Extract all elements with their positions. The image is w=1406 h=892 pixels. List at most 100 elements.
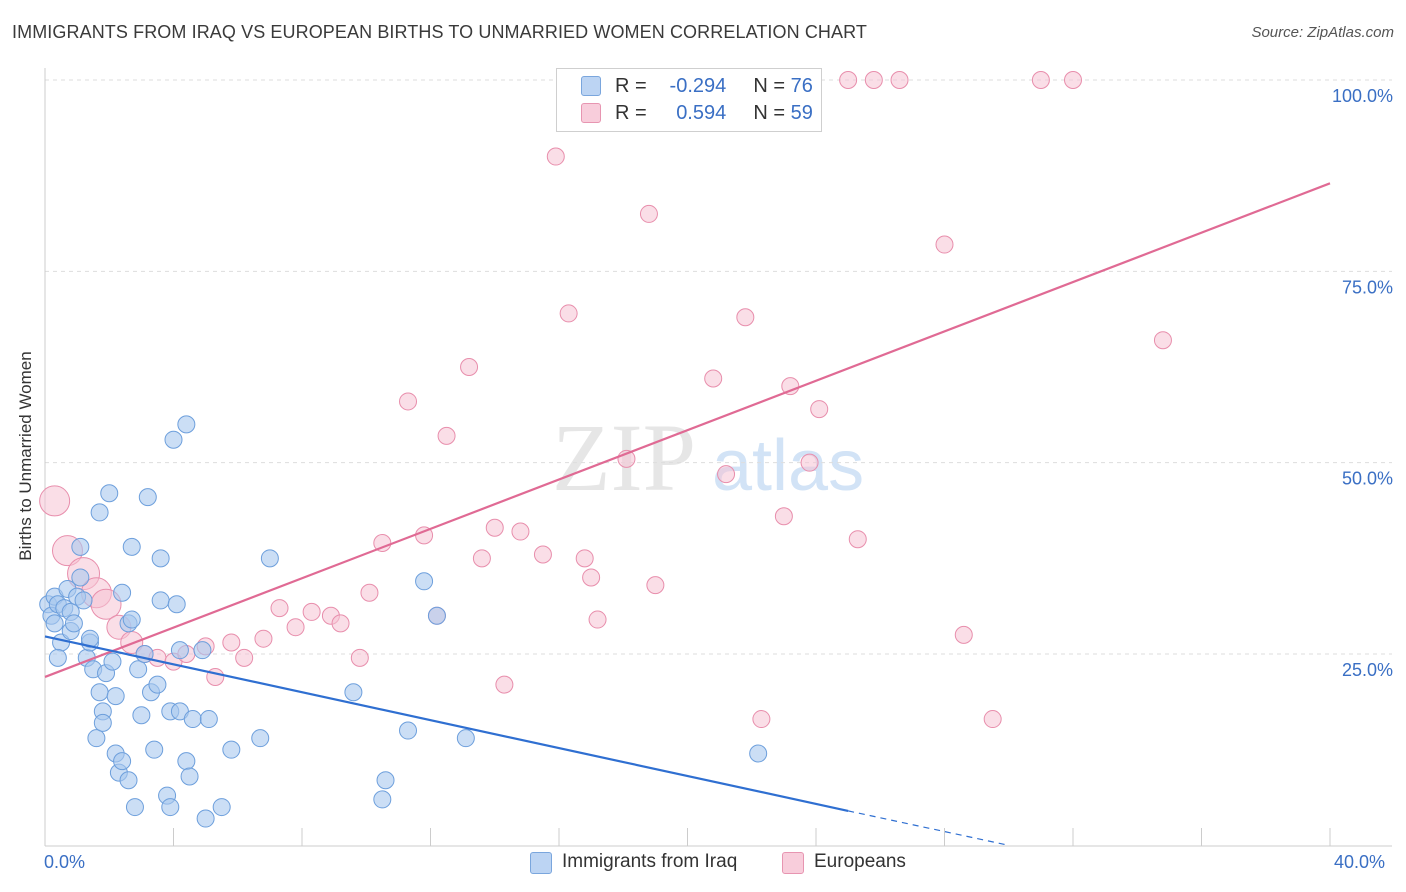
europeans-point (800, 453, 819, 472)
iraq-point (456, 729, 475, 748)
iraq-point (45, 614, 64, 633)
europeans-point (983, 710, 1002, 729)
iraq-points (39, 415, 768, 828)
iraq-point (199, 710, 218, 729)
europeans-point (1153, 331, 1172, 350)
iraq-point (161, 798, 180, 817)
europeans-point (717, 465, 736, 484)
europeans-point (437, 426, 456, 445)
legend-swatch-iraq (581, 76, 601, 96)
europeans-point (331, 614, 350, 633)
grid-lines (45, 79, 1392, 655)
bottom-legend-label-iraq: Immigrants from Iraq (562, 851, 738, 872)
europeans-point (254, 629, 273, 648)
bottom-legend-swatch-europeans (782, 852, 804, 874)
iraq-point (180, 767, 199, 786)
iraq-point (90, 503, 109, 522)
iraq-point (373, 790, 392, 809)
europeans-point (781, 377, 800, 396)
europeans-point (1064, 71, 1082, 89)
europeans-point (774, 507, 793, 526)
europeans-point (485, 518, 504, 537)
europeans-point (1031, 71, 1050, 89)
iraq-point (64, 614, 83, 633)
europeans-point (704, 369, 723, 388)
iraq-point (113, 583, 132, 602)
legend-n-label: N = (753, 102, 786, 124)
europeans-point (286, 618, 305, 637)
iraq-point (183, 710, 202, 729)
iraq-point (74, 591, 93, 610)
europeans-point (935, 235, 954, 254)
europeans-points (39, 71, 1172, 729)
legend-swatch-europeans (581, 103, 601, 123)
iraq-point (145, 740, 164, 759)
legend-r-value-iraq: -0.294 (669, 75, 727, 97)
iraq-point (100, 484, 119, 503)
y-tick-label: 50.0% (1342, 469, 1393, 489)
iraq-point (170, 641, 189, 660)
europeans-point (472, 549, 491, 568)
iraq-point (212, 798, 231, 817)
europeans-point (399, 392, 418, 411)
iraq-point (129, 660, 148, 679)
europeans-point (360, 583, 379, 602)
chart-title: IMMIGRANTS FROM IRAQ VS EUROPEAN BIRTHS … (12, 22, 868, 42)
iraq-point (151, 549, 170, 568)
iraq-point (103, 652, 122, 671)
trend-lines (44, 182, 1331, 846)
y-tick-label: 25.0% (1342, 660, 1393, 680)
iraq-point (113, 752, 132, 771)
europeans-point (460, 358, 479, 376)
x-tick-label-max: 40.0% (1334, 852, 1386, 872)
europeans-point (810, 400, 829, 419)
legend-r-value-europeans: 0.594 (676, 102, 727, 124)
europeans-point (302, 602, 321, 621)
stats-legend: R = -0.294 N = 76 R = 0.594 N = 59 (556, 68, 822, 132)
iraq-point (48, 648, 67, 667)
europeans-point (222, 633, 241, 652)
europeans-point (39, 485, 71, 517)
europeans-point (954, 625, 973, 644)
iraq-point (164, 430, 183, 449)
europeans-point (533, 545, 552, 564)
europeans-trend-line (44, 182, 1331, 678)
iraq-point (196, 809, 215, 828)
europeans-point (235, 648, 254, 667)
europeans-point (646, 576, 665, 595)
iraq-point (427, 606, 446, 625)
iraq-point (106, 687, 125, 706)
europeans-point (582, 568, 601, 587)
iraq-point (90, 683, 109, 702)
europeans-point (575, 549, 594, 568)
europeans-point (752, 710, 771, 729)
europeans-point (495, 675, 514, 694)
x-tick-label-min: 0.0% (44, 852, 86, 872)
iraq-point (93, 713, 112, 732)
legend-n-label: N = (753, 75, 786, 97)
legend-r-label: R = (615, 75, 647, 97)
iraq-point (177, 415, 196, 434)
y-axis-tick-labels: 25.0% 50.0% 75.0% 100.0% (1332, 86, 1393, 680)
legend-n-value-europeans: 59 (790, 102, 813, 124)
iraq-point (138, 488, 157, 507)
bottom-legend-swatch-iraq (530, 852, 552, 874)
iraq-point (193, 641, 212, 660)
iraq-point (122, 610, 141, 629)
x-axis (44, 68, 1392, 847)
y-axis-label: Births to Unmarried Women (16, 351, 35, 561)
bottom-legend-label-europeans: Europeans (814, 851, 906, 872)
iraq-point (376, 771, 395, 790)
iraq-point (71, 537, 90, 556)
y-tick-label: 75.0% (1342, 277, 1393, 297)
iraq-point (125, 798, 144, 817)
iraq-point (344, 683, 363, 702)
iraq-point (260, 549, 279, 568)
iraq-point (122, 537, 141, 556)
iraq-point (222, 740, 241, 759)
y-tick-label: 100.0% (1332, 86, 1393, 106)
iraq-point (167, 595, 186, 614)
europeans-point (639, 204, 658, 223)
iraq-point (119, 771, 138, 790)
europeans-point (546, 147, 565, 166)
